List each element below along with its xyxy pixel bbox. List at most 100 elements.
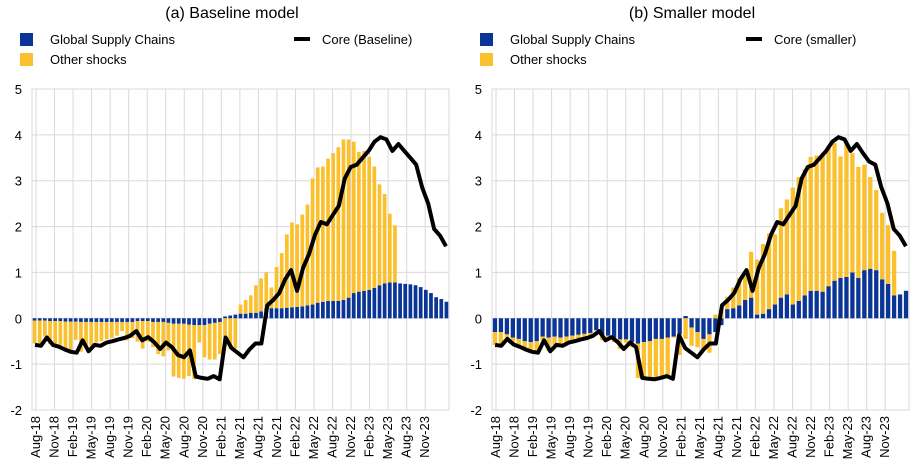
y-tick-label: -1 [470, 357, 482, 372]
bar-gsc [99, 318, 104, 322]
bar-gsc [48, 318, 52, 322]
bar-gsc [58, 318, 63, 322]
bar-other [528, 342, 533, 352]
bar-gsc [707, 318, 712, 335]
bar-other [326, 158, 330, 301]
x-tick-label: Feb-20 [139, 416, 154, 457]
bar-other [351, 141, 356, 294]
bar-gsc [766, 309, 772, 319]
bar-other [808, 156, 813, 291]
bar-other [790, 187, 795, 305]
y-tick-label: 2 [15, 220, 22, 235]
bar-other [94, 321, 99, 343]
bar-gsc [444, 301, 449, 319]
bar-other [671, 336, 676, 338]
chart-title: (b) Smaller model [629, 5, 755, 22]
bar-other [269, 287, 274, 309]
bar-other [99, 321, 104, 342]
bar-other [886, 225, 891, 284]
bar-gsc [254, 312, 258, 319]
panel-smaller: (b) Smaller model Global Supply Chains Oth… [470, 5, 910, 459]
bar-gsc [611, 318, 617, 338]
bar-gsc [832, 280, 837, 319]
bar-gsc [588, 318, 593, 333]
bar-gsc [94, 318, 99, 322]
y-tick-label: 0 [15, 311, 22, 326]
bar-other [357, 151, 361, 292]
bar-other [766, 233, 772, 310]
bar-gsc [552, 318, 557, 337]
bar-other [336, 147, 341, 301]
bar-gsc [187, 318, 191, 325]
bar-gsc [647, 318, 653, 342]
bar-gsc [671, 318, 676, 337]
bar-other [176, 323, 181, 378]
x-tick-label: May-21 [692, 416, 707, 459]
bar-gsc [546, 318, 551, 338]
bar-gsc [259, 311, 263, 319]
bar-other [346, 139, 351, 298]
bar-other [748, 251, 754, 298]
bar-other [606, 335, 611, 338]
bar-gsc [68, 318, 73, 322]
x-tick-label: Nov-19 [581, 416, 596, 458]
bar-gsc [880, 279, 885, 319]
bar-other [695, 332, 700, 348]
x-tick-label: Nov-21 [269, 416, 284, 458]
bar-other [295, 224, 299, 307]
bar-other [796, 177, 801, 301]
bar-gsc [290, 307, 294, 319]
bar-gsc [37, 318, 42, 321]
bar-gsc [498, 318, 504, 333]
legend-label-gsc: Global Supply Chains [510, 32, 636, 47]
bar-gsc [202, 318, 207, 326]
bar-gsc [784, 294, 790, 319]
bar-gsc [600, 318, 605, 335]
legend-label-core: Core (smaller) [774, 32, 856, 47]
y-tick-label: 4 [15, 128, 22, 143]
bar-gsc [305, 305, 310, 319]
x-tick-label: Aug-18 [28, 416, 43, 458]
y-tick-label: 1 [15, 265, 22, 280]
x-tick-label: Feb-22 [747, 416, 762, 457]
bar-gsc [300, 306, 305, 319]
bar-gsc [522, 318, 527, 342]
bar-other [218, 321, 222, 355]
bar-gsc [84, 318, 88, 322]
bar-gsc [207, 318, 212, 324]
bar-other [264, 272, 269, 309]
bar-gsc [439, 299, 444, 319]
bar-other [243, 299, 248, 314]
bar-other [53, 321, 58, 347]
bar-other [874, 189, 879, 271]
bar-other [197, 325, 202, 343]
bar-gsc [197, 318, 202, 326]
x-tick-label: Aug-23 [399, 416, 414, 458]
x-tick-label: Feb-19 [65, 416, 80, 457]
bar-other [862, 164, 867, 271]
bar-other [594, 330, 599, 332]
bar-gsc [166, 318, 171, 323]
legend-swatch-gsc [20, 33, 33, 46]
bar-other [279, 253, 284, 309]
bar-gsc [594, 318, 599, 331]
bar-gsc [725, 309, 730, 319]
bar-other [558, 337, 563, 346]
y-tick-label: 5 [475, 82, 482, 97]
bar-gsc [53, 318, 58, 322]
y-tick-label: 3 [475, 174, 482, 189]
bar-other [161, 321, 166, 357]
x-tick-label: Aug-21 [710, 416, 725, 458]
bar-other [826, 145, 831, 287]
x-tick-label: Nov-18 [47, 416, 62, 458]
bar-other [109, 321, 114, 339]
bar-gsc [279, 308, 284, 319]
core-line [494, 135, 908, 382]
bar-other [891, 250, 897, 296]
bar-other [743, 276, 748, 300]
chart-title: (a) Baseline model [165, 5, 298, 22]
bar-gsc [713, 318, 718, 333]
bar-other [820, 152, 825, 292]
bar-other [166, 322, 171, 351]
